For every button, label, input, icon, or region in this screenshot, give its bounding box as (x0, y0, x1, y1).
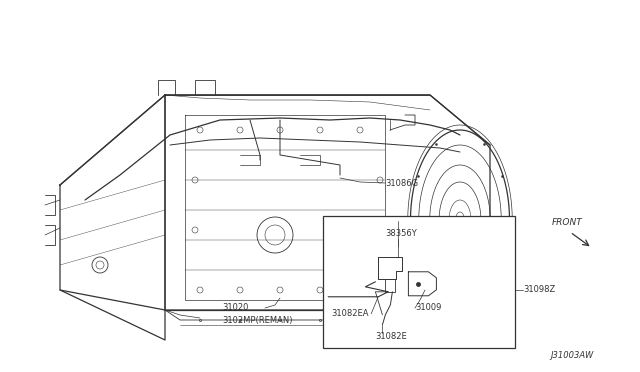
Text: 31009: 31009 (415, 304, 442, 312)
Text: 31098Z: 31098Z (524, 285, 556, 294)
Text: 38356Y: 38356Y (385, 229, 417, 238)
Text: 31082E: 31082E (376, 332, 407, 341)
Text: 31086G: 31086G (385, 179, 418, 187)
Bar (323, 216, 515, 348)
Text: 3102MP(REMAN): 3102MP(REMAN) (222, 315, 292, 324)
Text: J31003AW: J31003AW (550, 350, 593, 359)
Text: FRONT: FRONT (552, 218, 583, 227)
Text: 31020: 31020 (222, 304, 248, 312)
Text: 31082EA: 31082EA (332, 309, 369, 318)
